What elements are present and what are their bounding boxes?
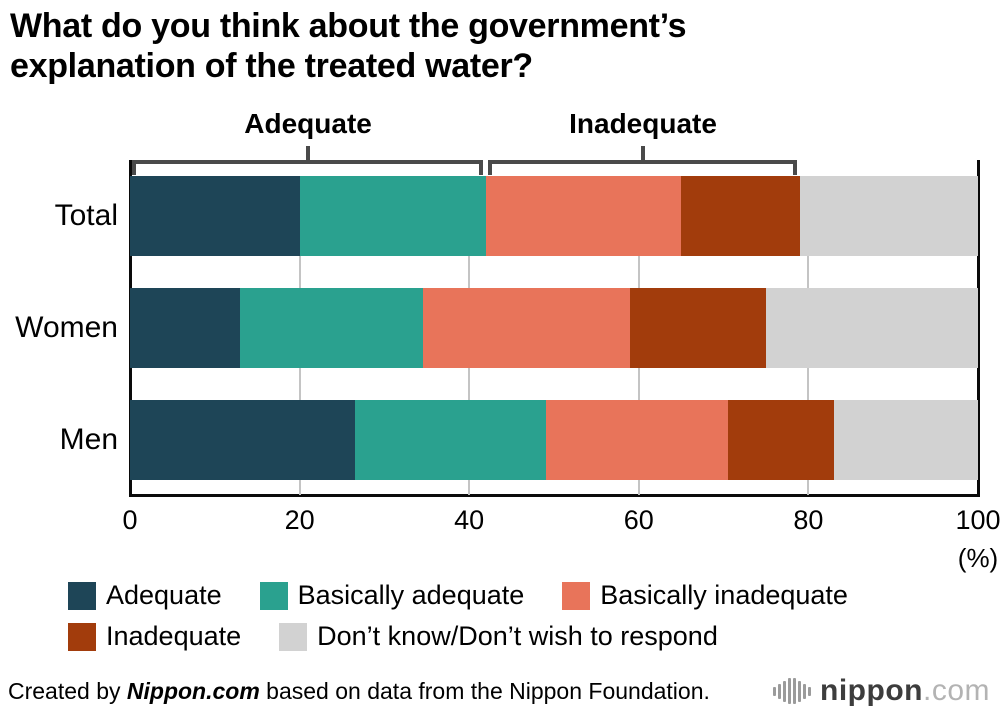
bar-segment-basically-adequate <box>240 288 423 368</box>
credit-source: Nippon.com <box>126 677 260 704</box>
x-tick-label: 80 <box>793 505 824 535</box>
bar-segment-basically-inadequate <box>422 288 631 368</box>
plot-area: 0 20 40 60 80 100 (%) Adequate Inadequate <box>122 108 1000 573</box>
axis-edge-line <box>976 160 980 497</box>
legend-swatch <box>279 622 308 651</box>
bar-segment-basically-inadequate <box>545 400 728 480</box>
bracket-connector <box>641 146 646 160</box>
x-axis-line <box>129 494 979 497</box>
bracket-inadequate <box>488 160 797 175</box>
bar-total <box>130 176 978 256</box>
bar-women <box>130 288 978 368</box>
bar-segment-inadequate <box>630 288 766 368</box>
legend-item-basically-inadequate: Basically inadequate <box>562 580 848 611</box>
credit-suffix: based on data from the Nippon Foundation… <box>259 677 710 704</box>
bar-segment-don-t-know-don-t-wish-to-respond <box>765 288 978 368</box>
legend-swatch <box>562 581 591 610</box>
legend-label: Basically inadequate <box>600 580 848 610</box>
row-label-women: Women <box>15 311 118 344</box>
chart: Total Women Men 0 20 40 60 80 100 (%) Adequate Ina… <box>0 108 1000 573</box>
x-tick-label: 0 <box>122 505 138 535</box>
bar-men <box>130 400 978 480</box>
row-labels: Total Women Men <box>0 160 118 497</box>
credit-prefix: Created by <box>8 677 127 704</box>
x-axis-unit-label: (%) <box>957 543 999 573</box>
row-label-men: Men <box>59 423 118 456</box>
soundwave-icon <box>773 677 812 705</box>
legend-item-adequate: Adequate <box>68 580 222 611</box>
legend-label: Don’t know/Don’t wish to respond <box>317 621 718 651</box>
footer: Created by Nippon.com based on data from… <box>8 674 990 708</box>
legend-swatch <box>259 581 288 610</box>
x-tick-label: 60 <box>623 505 654 535</box>
bar-segment-don-t-know-don-t-wish-to-respond <box>799 176 978 256</box>
chart-title: What do you think about the government’s… <box>10 7 687 86</box>
bar-segment-adequate <box>130 176 300 256</box>
legend: Adequate Basically adequate Basically inad… <box>68 580 988 652</box>
bracket-label-inadequate: Inadequate <box>569 108 717 139</box>
credit-text: Created by Nippon.com based on data from… <box>8 678 710 705</box>
bracket-connector <box>306 146 311 160</box>
bar-segment-inadequate <box>681 176 800 256</box>
legend-swatch <box>68 581 96 610</box>
bracket-adequate <box>132 160 484 175</box>
bracket-label-adequate: Adequate <box>244 108 372 139</box>
legend-label: Basically adequate <box>297 580 525 610</box>
legend-label: Inadequate <box>106 621 242 651</box>
x-tick-label: 100 <box>955 505 1000 535</box>
logo-text: nippon.com <box>820 674 990 708</box>
logo-text-com: .com <box>922 674 990 707</box>
bar-segment-inadequate <box>727 400 834 480</box>
bar-segment-basically-inadequate <box>486 176 682 256</box>
bar-segment-adequate <box>130 288 241 368</box>
legend-item-basically-adequate: Basically adequate <box>259 580 525 611</box>
legend-item-don-t-know-don-t-wish-to-respond: Don’t know/Don’t wish to respond <box>279 621 718 652</box>
legend-label: Adequate <box>106 580 222 610</box>
bar-segment-don-t-know-don-t-wish-to-respond <box>833 400 978 480</box>
legend-swatch <box>68 622 96 651</box>
x-tick-label: 40 <box>454 505 485 535</box>
bar-segment-basically-adequate <box>354 400 546 480</box>
legend-item-inadequate: Inadequate <box>68 621 241 652</box>
nippon-logo: nippon.com <box>773 674 990 708</box>
logo-text-nippon: nippon <box>820 674 923 707</box>
row-label-total: Total <box>54 199 118 232</box>
x-tick-label: 20 <box>284 505 315 535</box>
bar-segment-adequate <box>130 400 355 480</box>
bar-segment-basically-adequate <box>299 176 487 256</box>
